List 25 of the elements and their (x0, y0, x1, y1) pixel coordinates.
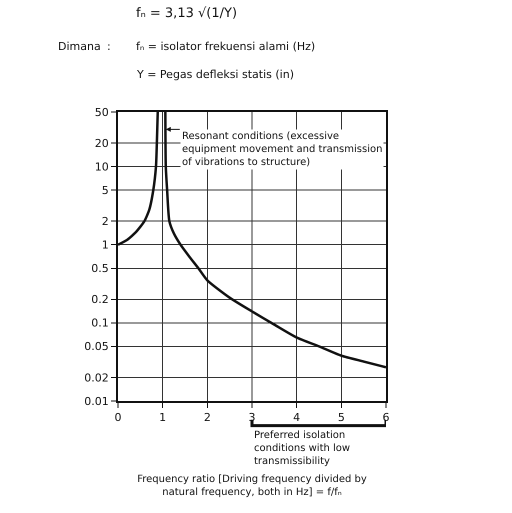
annotation: Resonant conditions (excessive equipment movement and transmission of vibrations to structure) (182, 131, 382, 168)
x-tick-label: 4 (293, 411, 300, 424)
text: fₙ = 3,13 √(1/Y) (136, 6, 238, 21)
y-tick-label: 2 (102, 215, 109, 228)
text: Dimana (58, 40, 101, 53)
text: : (107, 40, 111, 53)
x-axis-title: Frequency ratio [Driving frequency divided by natural frequency, both in Hz] = f/fₙ (137, 474, 367, 498)
y-tick-label: 0.2 (91, 293, 109, 306)
y-tick-label: 50 (94, 106, 109, 119)
y-tick-label: 0.02 (84, 371, 109, 384)
x-tick-label: 2 (204, 411, 211, 424)
y-tick-label: 1 (102, 238, 109, 252)
y-tick-label: 0.1 (91, 316, 109, 330)
y-tick-label: 20 (94, 136, 109, 150)
y-tick-label: 10 (94, 160, 109, 174)
text: Y = Pegas defleksi statis (in) (136, 68, 294, 81)
x-tick-label: 1 (159, 411, 166, 424)
text: Preferred isolation conditions with low transmissibility (254, 430, 350, 467)
text: fₙ = isolator frekuensi alami (Hz) (136, 40, 316, 53)
x-tick-label: 0 (114, 411, 122, 424)
x-tick-label: 5 (338, 411, 345, 424)
y-tick-label: 0.5 (91, 262, 109, 276)
y-tick-label: 0.05 (84, 340, 109, 354)
y-tick-label: 0.01 (84, 394, 109, 408)
y-tick-label: 5 (102, 184, 109, 197)
